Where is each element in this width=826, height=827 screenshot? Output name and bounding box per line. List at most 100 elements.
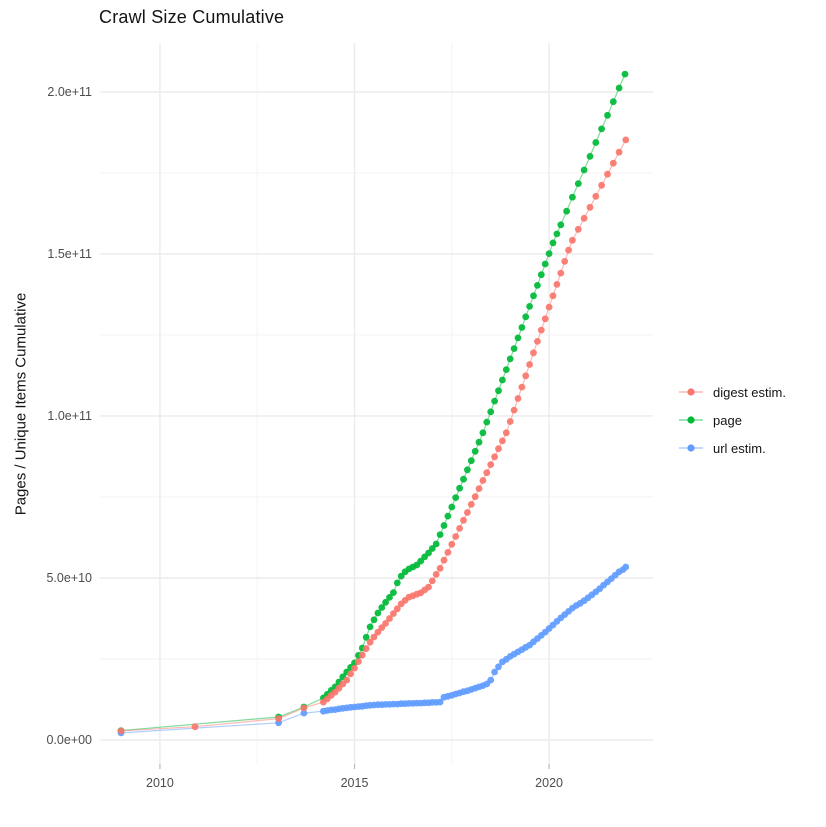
- data-point: [510, 406, 518, 414]
- data-point: [425, 583, 432, 591]
- data-point: [580, 214, 588, 222]
- data-point: [351, 664, 358, 672]
- y-tick-label: 1.5e+11: [47, 247, 92, 261]
- data-point: [549, 292, 557, 300]
- legend-label-url: url estim.: [713, 440, 766, 456]
- data-point: [300, 709, 308, 717]
- y-tick-label: 0.0e+00: [46, 733, 92, 747]
- data-point: [448, 503, 456, 511]
- data-point: [448, 540, 456, 548]
- data-point: [464, 509, 471, 516]
- data-point: [510, 345, 518, 352]
- data-point: [522, 372, 530, 380]
- data-point: [502, 366, 510, 373]
- data-point: [456, 525, 463, 532]
- legend-item-digest: digest estim.: [678, 378, 786, 406]
- data-point: [514, 395, 522, 402]
- data-point: [358, 651, 366, 659]
- data-point: [428, 577, 436, 585]
- data-point: [545, 303, 553, 311]
- data-point: [502, 429, 510, 437]
- data-point: [549, 239, 557, 247]
- data-point: [561, 258, 569, 265]
- data-point: [343, 676, 351, 684]
- data-point: [452, 494, 460, 501]
- data-point: [545, 250, 553, 257]
- y-tick-label: 1.0e+11: [47, 409, 92, 423]
- data-point: [362, 645, 370, 652]
- legend: digest estim. page url estim.: [678, 378, 786, 462]
- data-point: [534, 338, 541, 345]
- data-point: [300, 704, 308, 712]
- data-point: [491, 668, 498, 676]
- data-point: [553, 281, 561, 288]
- data-point: [479, 477, 487, 484]
- data-point: [537, 326, 545, 334]
- data-point: [622, 136, 630, 144]
- data-point: [586, 203, 594, 211]
- data-point: [553, 230, 561, 238]
- data-point: [436, 698, 444, 706]
- data-point: [557, 269, 565, 277]
- data-point: [530, 349, 537, 357]
- data-point: [362, 633, 370, 641]
- data-point: [522, 313, 530, 321]
- data-point: [440, 522, 448, 529]
- data-point: [117, 727, 125, 735]
- data-point: [506, 355, 514, 363]
- data-point: [436, 531, 444, 538]
- data-point: [467, 457, 475, 465]
- series-line-page: [120, 73, 626, 732]
- y-tick-label: 2.0e+11: [47, 85, 92, 99]
- legend-label-page: page: [713, 412, 742, 428]
- y-tick-label: 5.0e+10: [46, 571, 92, 585]
- data-point: [347, 670, 354, 678]
- data-point: [374, 609, 382, 617]
- data-point: [541, 315, 549, 323]
- data-point: [495, 387, 502, 395]
- data-point: [604, 111, 611, 119]
- legend-key-digest-icon: [679, 388, 703, 396]
- data-point: [440, 556, 448, 564]
- data-point: [499, 376, 506, 384]
- data-point: [526, 361, 533, 368]
- data-point: [467, 501, 475, 508]
- data-point: [425, 549, 432, 557]
- data-point: [495, 445, 502, 453]
- data-point: [569, 236, 576, 244]
- data-point: [355, 658, 362, 665]
- data-point: [491, 453, 498, 461]
- data-point: [483, 418, 491, 426]
- data-point: [537, 271, 545, 279]
- data-point: [518, 324, 526, 331]
- data-point: [487, 676, 495, 684]
- data-point: [506, 418, 514, 425]
- x-tick-label: 2015: [341, 776, 369, 790]
- data-point: [390, 589, 397, 596]
- data-point: [436, 564, 444, 572]
- data-point: [475, 485, 483, 492]
- data-point: [565, 246, 572, 254]
- data-point: [580, 166, 588, 174]
- data-point: [393, 579, 401, 587]
- data-point: [534, 282, 541, 289]
- data-point: [374, 628, 382, 636]
- data-point: [483, 469, 491, 477]
- data-point: [609, 159, 617, 167]
- data-point: [366, 623, 374, 631]
- data-point: [475, 438, 483, 446]
- data-point: [621, 70, 629, 78]
- data-point: [191, 723, 199, 731]
- y-axis-title: Pages / Unique Items Cumulative: [12, 292, 30, 516]
- chart-title: Crawl Size Cumulative: [99, 7, 285, 27]
- data-point: [487, 461, 495, 468]
- data-point: [386, 594, 393, 601]
- data-point: [382, 620, 389, 627]
- data-point: [397, 572, 405, 580]
- data-point: [574, 225, 582, 233]
- data-point: [592, 139, 600, 146]
- legend-item-page: page: [678, 406, 786, 434]
- data-point: [598, 181, 605, 189]
